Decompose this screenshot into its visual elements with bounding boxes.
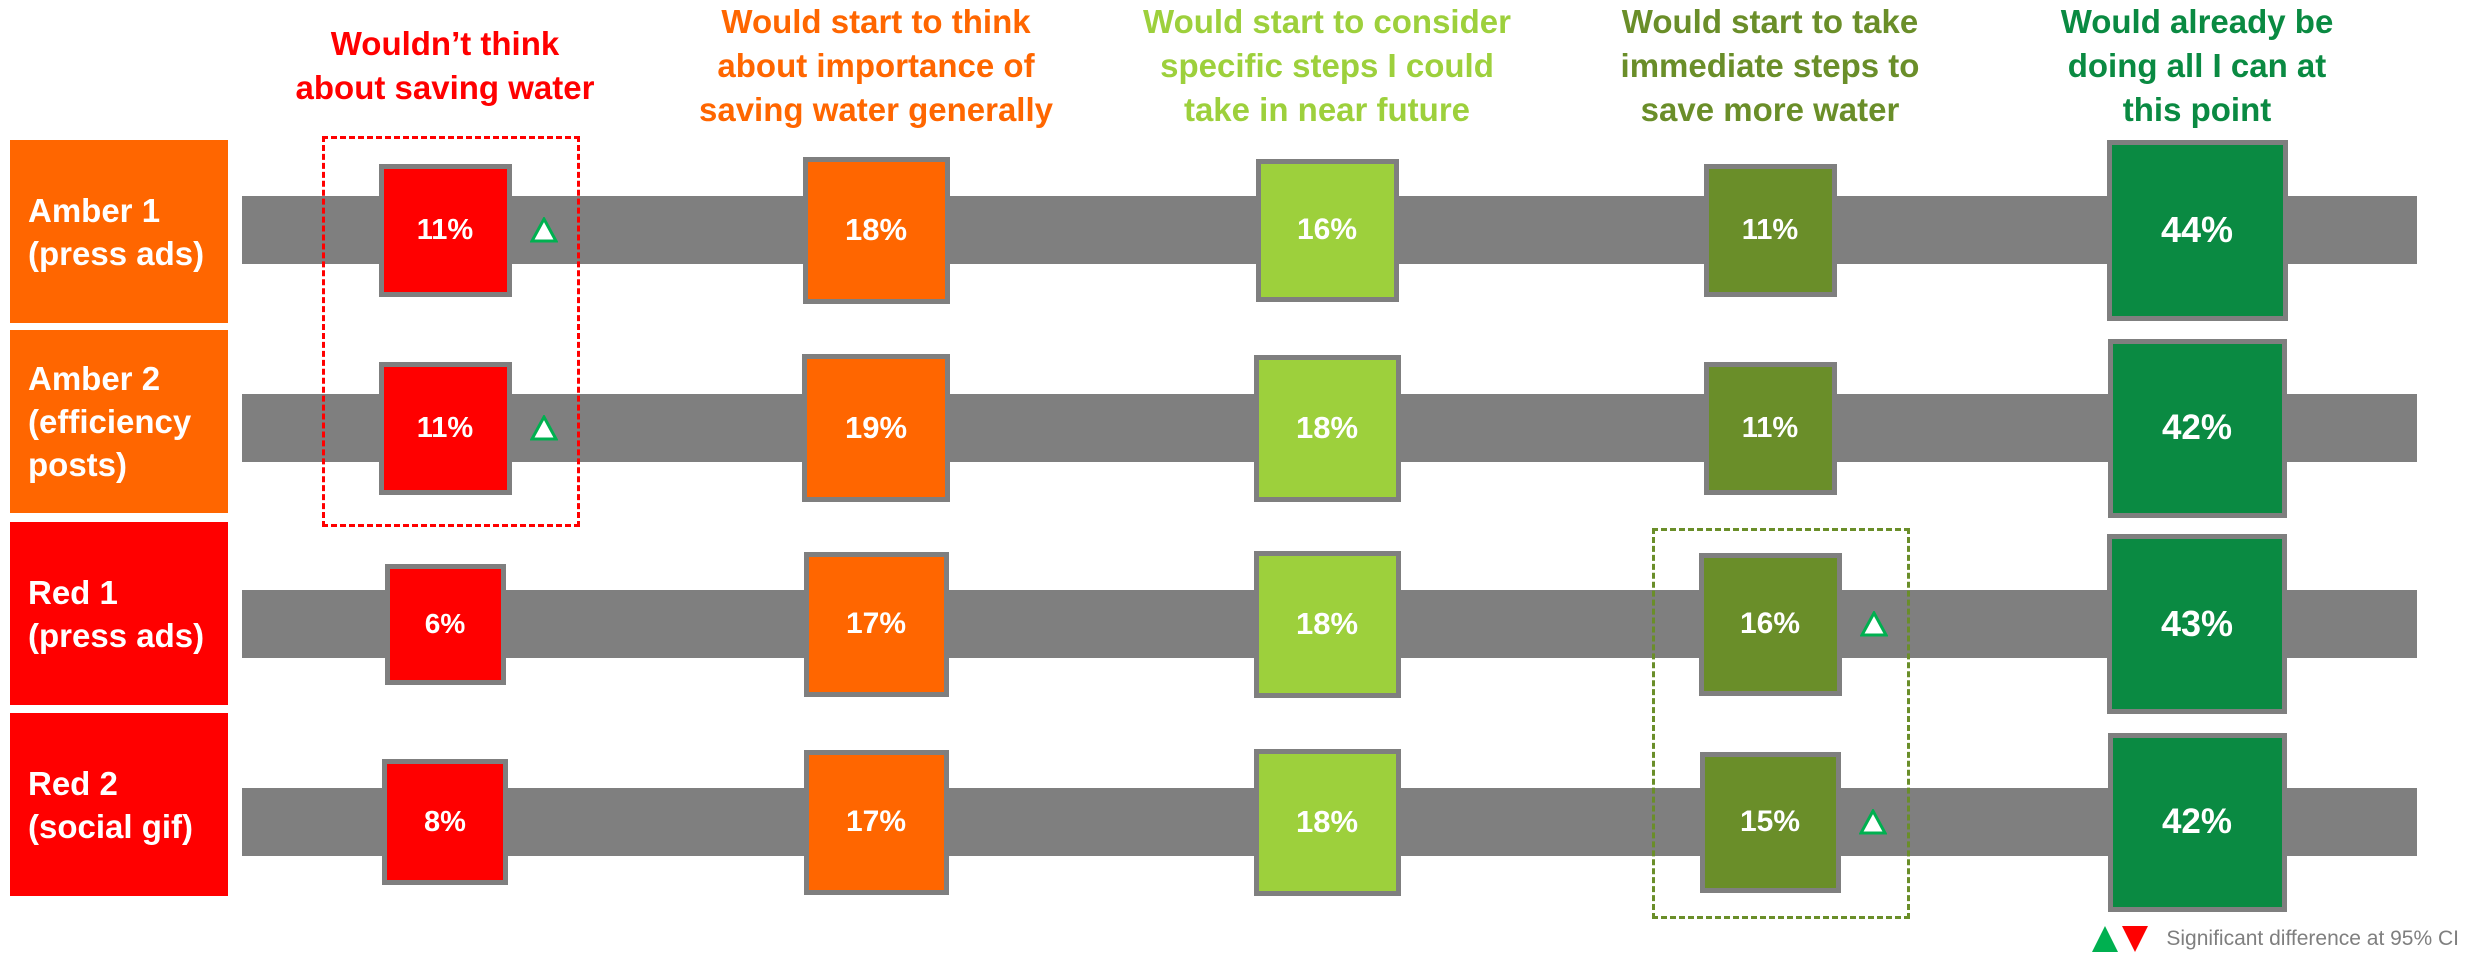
value-cell-r1-c3: 16% <box>1255 158 1399 302</box>
highlight-box-1 <box>322 136 580 527</box>
value-cell-r1-c1: 11% <box>378 163 512 297</box>
sig-up-icon-r2-c1 <box>529 415 558 441</box>
column-header-1: Wouldn’t think about saving water <box>295 25 595 106</box>
value-cell-r4-c2: 17% <box>803 749 949 895</box>
row-label-2: Amber 2 (efficiency posts) <box>10 330 228 513</box>
highlight-box-2 <box>1652 528 1910 919</box>
column-header-4: Would start to take immediate steps to sav… <box>1620 3 1920 128</box>
sig-up-icon-r4-c4 <box>1858 809 1887 835</box>
value-cell-r2-c2: 19% <box>802 354 950 502</box>
sig-up-icon-r1-c1 <box>529 217 558 243</box>
sig-up-icon-r3-c4 <box>1859 611 1888 637</box>
row-label-4: Red 2 (social gif) <box>10 713 228 896</box>
significance-legend: Significant difference at 95% CI <box>2090 924 2459 954</box>
row-label-1: Amber 1 (press ads) <box>10 140 228 323</box>
row-label-3: Red 1 (press ads) <box>10 522 228 705</box>
value-cell-r4-c3: 18% <box>1253 748 1401 896</box>
value-cell-r1-c5: 44% <box>2106 139 2288 321</box>
value-cell-r3-c1: 6% <box>384 563 506 685</box>
value-cell-r4-c1: 8% <box>382 759 508 885</box>
value-cell-r1-c4: 11% <box>1703 163 1837 297</box>
sig-down-legend-icon <box>2122 926 2149 952</box>
value-cell-r3-c2: 17% <box>803 551 949 697</box>
value-cell-r3-c4: 16% <box>1698 552 1842 696</box>
value-cell-r4-c4: 15% <box>1699 751 1841 893</box>
value-cell-r3-c5: 43% <box>2107 534 2287 714</box>
column-header-5: Would already be doing all I can at this p… <box>2060 3 2334 128</box>
value-cell-r3-c3: 18% <box>1253 550 1401 698</box>
value-cell-r4-c5: 42% <box>2107 732 2287 912</box>
value-cell-r2-c5: 42% <box>2107 338 2287 518</box>
value-cell-r2-c3: 18% <box>1253 354 1401 502</box>
value-cell-r2-c4: 11% <box>1703 361 1837 495</box>
column-header-3: Would start to consider specific steps I … <box>1143 3 1511 128</box>
sig-arrows-icon <box>2092 926 2149 952</box>
sig-up-legend-icon <box>2092 926 2119 952</box>
value-cell-r2-c1: 11% <box>378 361 512 495</box>
value-cell-r1-c2: 18% <box>802 156 950 304</box>
column-header-2: Would start to think about importance of s… <box>699 3 1053 128</box>
legend-text: Significant difference at 95% CI <box>2166 927 2459 950</box>
